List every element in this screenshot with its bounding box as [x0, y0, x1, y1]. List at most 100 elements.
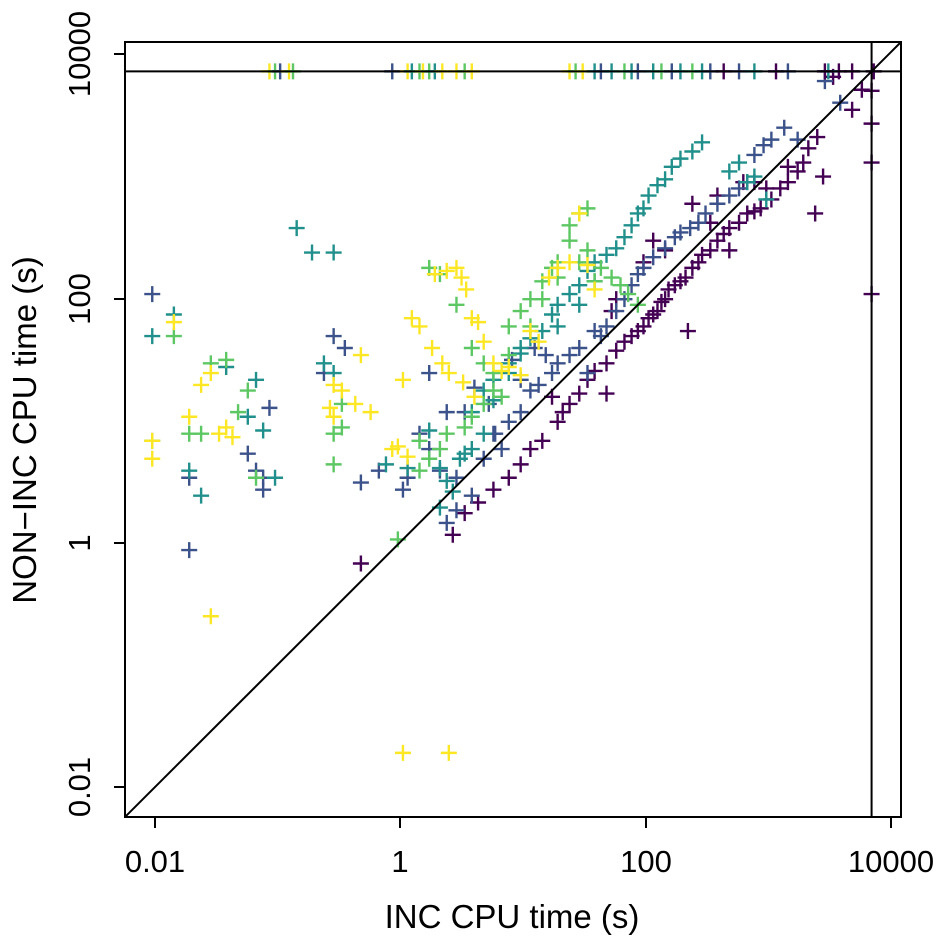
data-point	[438, 472, 455, 489]
data-point	[623, 217, 640, 234]
data-point	[549, 318, 566, 335]
data-point	[500, 318, 517, 335]
data-point	[721, 163, 738, 180]
data-point	[411, 318, 428, 335]
data-point	[616, 229, 633, 246]
data-point	[739, 205, 756, 222]
data-point	[540, 269, 557, 286]
data-point	[522, 323, 539, 340]
data-point	[512, 367, 529, 384]
data-point	[544, 365, 561, 382]
data-point	[261, 399, 278, 416]
data-point	[239, 382, 256, 399]
data-point	[746, 203, 763, 220]
data-point	[325, 244, 342, 261]
data-point	[267, 469, 284, 486]
data-point	[248, 469, 265, 486]
data-point	[421, 422, 438, 439]
data-point	[321, 399, 338, 416]
data-point	[776, 119, 793, 136]
data-point	[561, 217, 578, 234]
data-point	[389, 438, 406, 455]
data-point	[694, 246, 711, 263]
data-point	[333, 382, 350, 399]
data-point	[456, 505, 473, 522]
data-point	[288, 220, 305, 237]
data-point	[431, 460, 448, 477]
data-point	[485, 481, 502, 498]
data-point	[325, 328, 342, 345]
y-tick-label: 0.01	[62, 757, 97, 817]
data-point	[561, 286, 578, 303]
data-point	[684, 259, 701, 276]
data-point	[455, 374, 472, 391]
data-point	[315, 355, 332, 372]
data-point	[679, 323, 696, 340]
x-tick-label: 100	[620, 844, 672, 879]
data-point	[325, 408, 342, 425]
data-point	[438, 404, 455, 421]
data-point	[444, 483, 461, 500]
data-point	[608, 342, 625, 359]
data-point	[586, 362, 603, 379]
data-point	[485, 355, 502, 372]
data-point	[731, 180, 748, 197]
data-point	[493, 388, 510, 405]
data-point	[458, 281, 475, 298]
data-point	[165, 328, 182, 345]
data-point	[746, 168, 763, 185]
data-point	[598, 385, 615, 402]
x-axis-title: INC CPU time (s)	[385, 898, 640, 935]
data-point	[411, 462, 428, 479]
data-point	[694, 134, 711, 151]
data-point	[475, 395, 492, 412]
data-point	[649, 303, 666, 320]
data-point	[144, 432, 161, 449]
data-point	[579, 365, 596, 382]
data-point	[645, 249, 662, 266]
data-point	[421, 450, 438, 467]
data-point	[549, 355, 566, 372]
data-point	[456, 419, 473, 436]
data-point	[579, 256, 596, 273]
data-point	[434, 355, 451, 372]
data-point	[394, 744, 411, 761]
data-point	[411, 432, 428, 449]
data-point	[333, 419, 350, 436]
data-point	[466, 388, 483, 405]
data-point	[579, 200, 596, 217]
data-point	[809, 129, 826, 146]
data-point	[571, 385, 588, 402]
data-point	[635, 200, 652, 217]
data-point	[807, 205, 824, 222]
x-tick-label: 0.01	[125, 844, 185, 879]
data-point	[746, 146, 763, 163]
data-point	[347, 395, 364, 412]
data-point	[603, 269, 620, 286]
data-point	[731, 214, 748, 231]
plot-frame	[124, 41, 902, 818]
data-point	[470, 314, 487, 331]
data-point	[325, 376, 342, 393]
data-point	[218, 351, 235, 368]
data-point	[571, 277, 588, 294]
y-axis: 0.01 1 100 10000 NON−INC CPU time (s)	[6, 11, 125, 817]
data-point	[598, 246, 615, 263]
data-point	[165, 314, 182, 331]
data-point	[463, 441, 480, 458]
data-point	[463, 339, 480, 356]
data-point	[660, 281, 677, 298]
data-point	[844, 101, 861, 118]
data-point	[672, 150, 689, 167]
data-point	[616, 333, 633, 350]
data-point	[571, 339, 588, 356]
data-point	[440, 744, 457, 761]
data-point	[731, 154, 748, 171]
data-point	[709, 195, 726, 212]
data-point	[399, 448, 416, 465]
data-point	[657, 171, 674, 188]
data-point	[702, 242, 719, 259]
x-tick-label: 10000	[848, 844, 934, 879]
data-point	[598, 318, 615, 335]
data-point	[684, 143, 701, 160]
